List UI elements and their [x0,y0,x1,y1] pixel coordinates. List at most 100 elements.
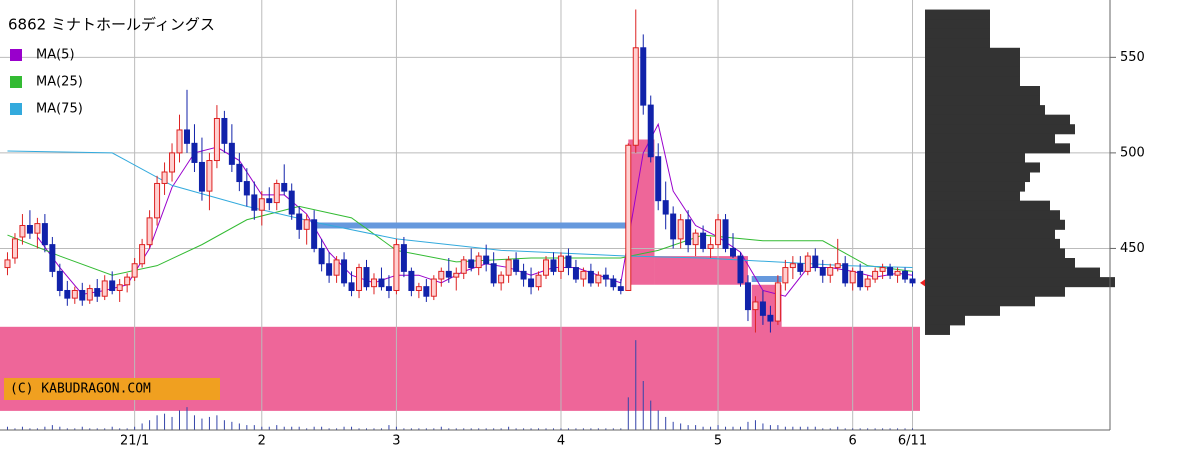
profile-bar [925,38,990,49]
legend-swatch [10,76,22,88]
candle-body [730,247,737,257]
candle-body [565,255,572,269]
x-tick-label: 21/1 [120,434,149,449]
candle-body [228,142,235,165]
candle-body [827,267,834,276]
x-tick-label: 6 [849,434,857,449]
candle-body [445,270,452,278]
candle-body [183,129,190,144]
candle-body [333,259,340,276]
candle-body [56,270,63,291]
ma-line [7,205,913,276]
watermark-box [4,378,220,400]
candle-body [26,225,33,234]
candle-body [490,263,497,284]
candle-body [685,219,692,246]
legend-label: MA(75) [36,102,83,117]
candle-body [864,278,871,288]
x-tick-label: 5 [714,434,722,449]
candle-body [19,225,26,238]
candle-body [288,190,295,215]
candle-body [79,289,86,301]
candle-body [752,301,759,311]
legend-swatch [10,103,22,115]
profile-bar [925,76,1020,87]
candle-body [124,276,131,286]
candle-body [677,219,684,240]
candle-body [819,267,826,276]
candle-body [86,288,93,301]
profile-bar [925,19,990,30]
candle-body [303,219,310,230]
candle-body [602,274,609,280]
candle-body [236,163,243,183]
candle-body [296,213,303,230]
profile-bar [925,305,1000,316]
x-tick-label: 3 [392,434,400,449]
candle-body [281,182,288,192]
candle-body [370,278,377,288]
chart-title: 6862 ミナトホールディングス [8,16,215,34]
profile-bar [925,143,1070,154]
candle-body [273,182,280,204]
candle-body [438,270,445,280]
candle-body [393,244,400,291]
candle-body [341,259,348,284]
profile-bar [925,229,1055,240]
y-tick-label: 550 [1120,50,1145,65]
profile-bar [925,258,1075,269]
profile-bar [925,133,1055,144]
candle-body [812,255,819,269]
candle-body [513,259,520,272]
candle-body [842,263,849,284]
watermark: (C) KABUDRAGON.COM [10,382,151,397]
profile-bar [925,200,1050,211]
candle-body [692,232,699,246]
candle-body [655,156,662,202]
candle-body [415,286,422,291]
candle-body [797,263,804,272]
profile-bar [925,286,1065,297]
profile-bar [925,9,990,20]
profile-bar [925,57,1020,68]
candle-body [161,171,168,184]
candle-body [258,198,265,211]
candle-body [266,198,273,204]
candle-body [363,267,370,288]
candle-body [902,270,909,280]
candle-body [767,314,774,322]
profile-bar [925,47,1020,58]
legend-label: MA(5) [36,48,75,63]
candle-body [759,301,766,316]
profile-bar [925,210,1060,221]
profile-bar [925,162,1040,173]
profile-bar [925,277,1115,288]
candle-body [311,219,318,249]
candle-body [557,255,564,272]
candle-body [169,152,176,173]
candle-body [887,267,894,276]
legend-swatch [10,49,22,61]
candle-body [572,267,579,280]
candle-body [520,270,527,280]
candle-body [707,244,714,249]
candle-body [475,255,482,269]
candle-body [543,259,550,276]
candle-body [41,223,48,246]
candle-body [318,247,325,265]
candle-body [176,129,183,154]
candle-body [505,259,512,276]
candle-body [408,270,415,291]
profile-bar [925,248,1065,259]
candle-body [64,289,71,299]
profile-bar [925,124,1075,135]
candle-body [782,267,789,284]
candle-body [109,280,116,291]
profile-bar [925,105,1045,116]
profile-bar [925,114,1070,125]
candle-body [34,223,41,234]
candle-body [587,270,594,284]
candle-body [221,117,228,144]
profile-bar [925,172,1030,183]
candle-body [146,217,153,246]
